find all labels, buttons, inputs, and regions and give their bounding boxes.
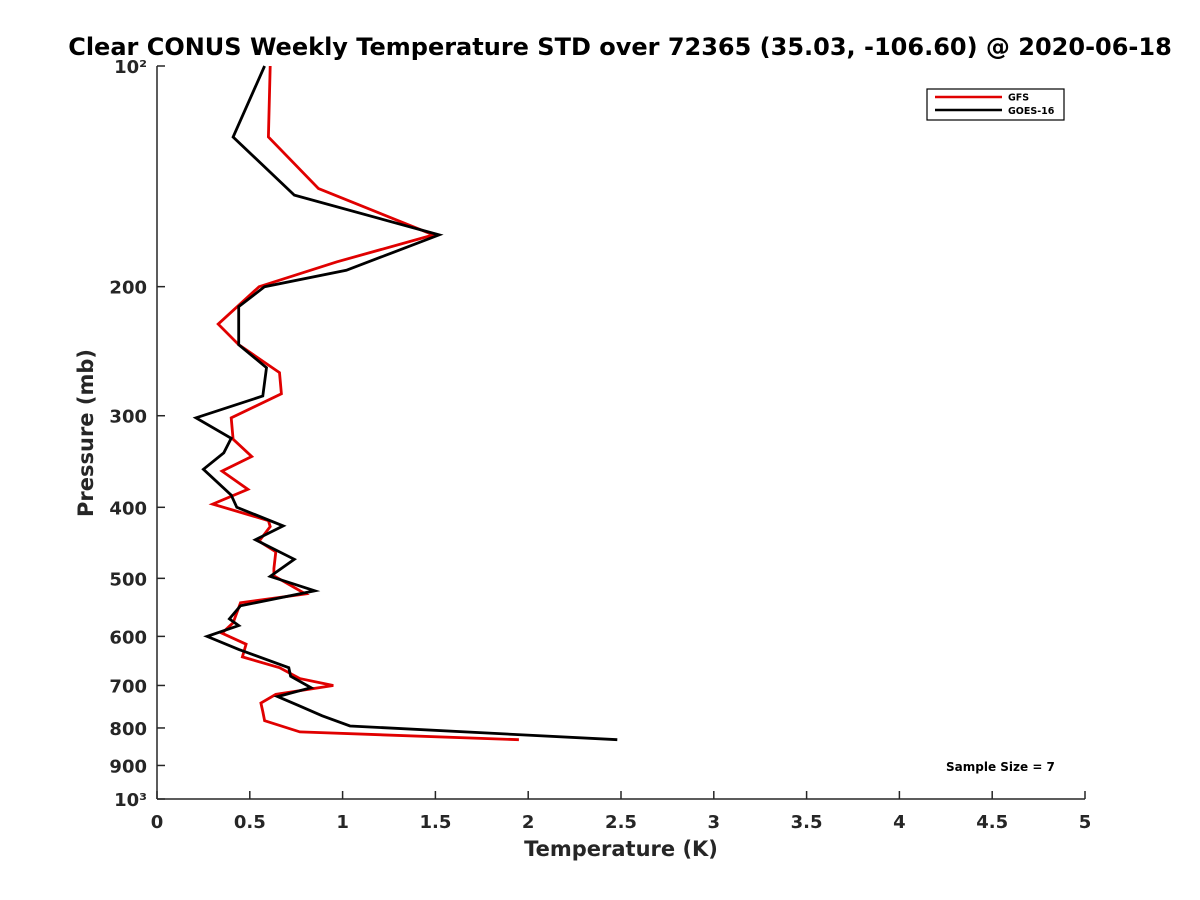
y-tick-label: 700 [109, 676, 147, 697]
x-tick-label: 1 [336, 812, 349, 833]
y-tick-label: 800 [109, 719, 147, 740]
x-tick-label: 0.5 [234, 812, 266, 833]
y-tick-label: 900 [109, 756, 147, 777]
series-line-gfs [208, 65, 519, 742]
y-tick-label: 400 [109, 498, 147, 519]
series-line-goes16 [192, 65, 618, 742]
sample-size-annotation: Sample Size = 7 [946, 760, 1055, 774]
x-tick-label: 0 [151, 812, 164, 833]
y-tick-label: 500 [109, 569, 147, 590]
x-tick-label: 4 [893, 812, 906, 833]
axes [156, 66, 1085, 800]
y-axis-label: Pressure (mb) [74, 349, 98, 517]
x-tick-label: 3 [708, 812, 721, 833]
x-tick-label: 4.5 [976, 812, 1008, 833]
series-layer [192, 65, 618, 742]
x-tick-label: 1.5 [419, 812, 451, 833]
x-ticks: 0 0.5 1 1.5 2 2.5 3 3.5 4 4.5 5 [151, 791, 1092, 833]
legend-label-gfs: GFS [1008, 93, 1029, 104]
x-tick-label: 2.5 [605, 812, 637, 833]
y-tick-label: 200 [109, 278, 147, 299]
y-tick-label: 300 [109, 407, 147, 428]
y-tick-label: 10³ [114, 790, 147, 811]
legend-box [926, 88, 1065, 121]
y-tick-label: 10² [114, 57, 147, 78]
legend-label-goes16: GOES-16 [1008, 106, 1055, 117]
x-tick-label: 3.5 [791, 812, 823, 833]
chart-title: Clear CONUS Weekly Temperature STD over … [68, 33, 1172, 61]
x-tick-label: 2 [522, 812, 535, 833]
x-tick-label: 5 [1079, 812, 1092, 833]
x-axis-label: Temperature (K) [524, 837, 718, 861]
y-ticks: 10² 200 300 400 500 600 700 800 900 10³ [109, 57, 165, 811]
y-tick-label: 600 [109, 627, 147, 648]
legend: GFS GOES-16 [926, 88, 1065, 121]
